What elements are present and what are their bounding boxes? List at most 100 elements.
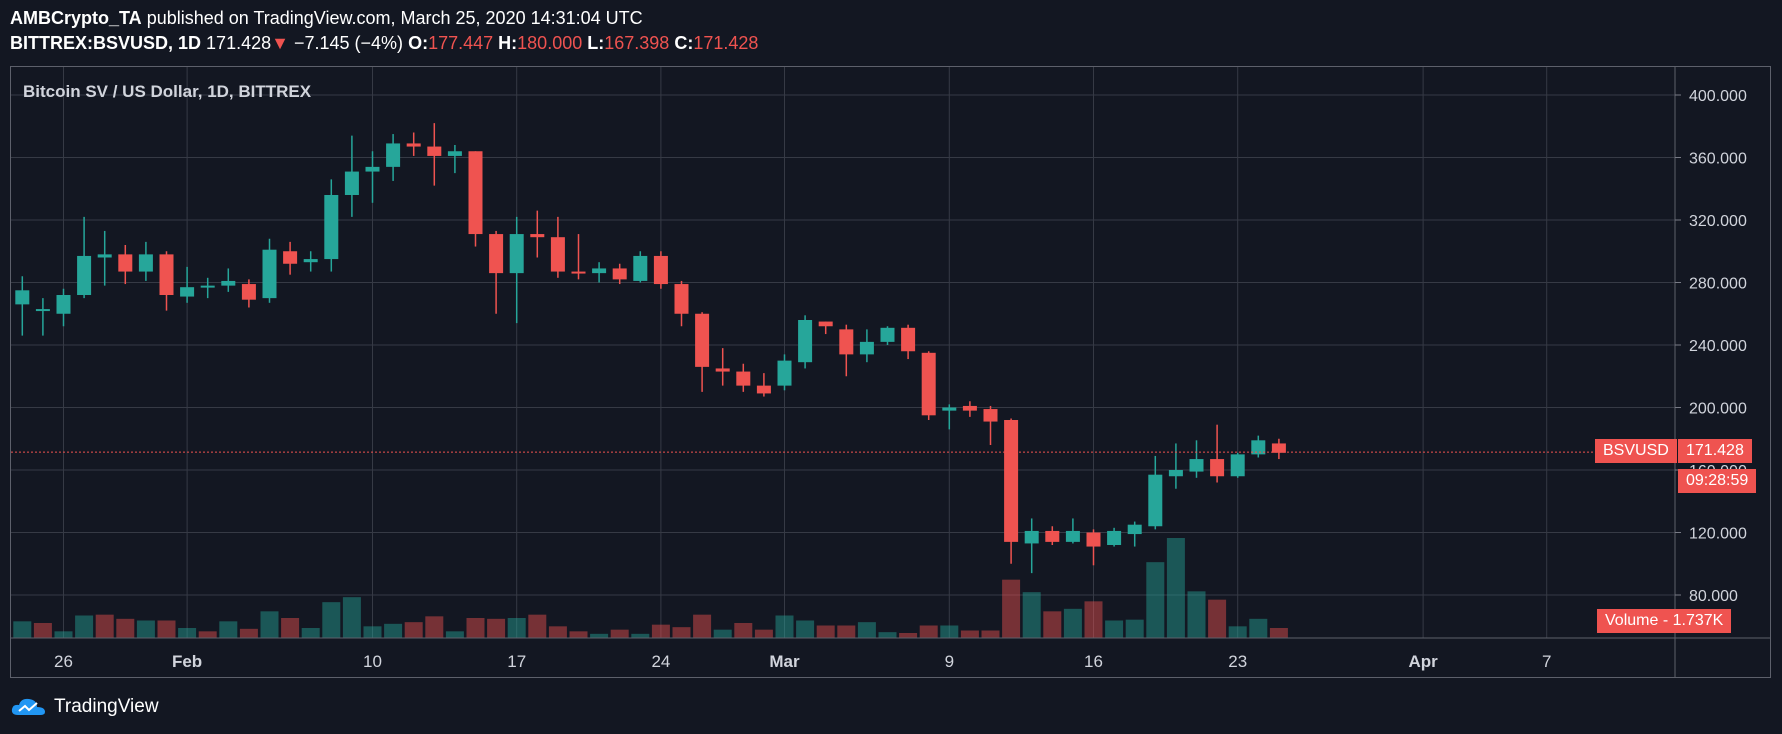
volume-bar [384, 623, 403, 638]
candle-body [653, 255, 668, 285]
author-name[interactable]: AMBCrypto_TA [10, 8, 142, 28]
volume-bar [178, 628, 197, 638]
candle-body [1271, 443, 1286, 453]
open-value: 177.447 [428, 33, 494, 53]
volume-bar [281, 618, 300, 638]
volume-bar [940, 625, 959, 638]
candle-body [427, 146, 442, 156]
candle-body [97, 254, 112, 258]
volume-bar [857, 622, 876, 638]
last-price-tag: 171.428 [1678, 439, 1752, 463]
candle-body [509, 234, 524, 274]
volume-bar [1022, 592, 1041, 638]
y-tick-label: 240.000 [1689, 338, 1747, 355]
candles [15, 123, 1286, 574]
volume-bar [1208, 599, 1227, 638]
price-tag-symbol: BSVUSD [1603, 442, 1669, 459]
candle-body [1251, 440, 1266, 455]
x-tick-label: 7 [1542, 652, 1551, 671]
candle-body [489, 234, 504, 274]
open-label: O: [408, 33, 429, 53]
x-tick-label: Mar [769, 652, 800, 671]
candle-body [715, 368, 730, 372]
candle-body [303, 259, 318, 263]
volume-bar [693, 614, 712, 638]
volume-bar [1249, 618, 1268, 638]
candle-body [1004, 420, 1019, 542]
x-tick-label: 17 [507, 652, 526, 671]
volume-bar [899, 633, 918, 638]
candle-body [818, 321, 833, 327]
volume-bar [425, 616, 444, 638]
volume-bar [610, 629, 629, 638]
volume-bar [75, 615, 94, 638]
published-text: published on TradingView.com, March 25, … [146, 8, 643, 28]
x-tick-label: 10 [363, 652, 382, 671]
candle-body [674, 284, 689, 314]
x-tick-label: Apr [1408, 652, 1438, 671]
candle-body [406, 143, 421, 147]
volume-bar [672, 627, 691, 638]
volume-bar [445, 631, 464, 638]
volume-bar [363, 626, 382, 638]
close-value: 171.428 [693, 33, 759, 53]
volume-bar [1228, 626, 1247, 638]
volume-bar [631, 633, 650, 638]
candle-body [262, 249, 277, 299]
volume-bar [1146, 562, 1165, 638]
candle-body [1086, 532, 1101, 547]
candle-body [1065, 530, 1080, 542]
y-tick-label: 360.000 [1689, 151, 1747, 168]
volume-bar [322, 602, 341, 638]
y-tick-label: 120.000 [1689, 526, 1747, 543]
low-label: L: [587, 33, 605, 53]
candle-body [962, 405, 977, 411]
volume-bar [775, 615, 794, 638]
volume-bar [878, 632, 897, 638]
cloud-logo-icon [11, 698, 45, 715]
footer-brand[interactable]: TradingView [10, 696, 159, 718]
volume-bar [219, 621, 238, 638]
volume-bar [404, 622, 423, 638]
y-tick-label: 320.000 [1689, 213, 1747, 230]
chart-frame[interactable] [10, 66, 1771, 678]
volume-bar [548, 626, 567, 638]
candle-body [241, 284, 256, 300]
y-tick-label: 400.000 [1689, 88, 1747, 105]
volume-bar [919, 625, 938, 638]
time-axis[interactable]: 26 Feb 10 17 24 Mar 9 16 23 Apr 7 [11, 637, 1770, 671]
candle-body [56, 295, 71, 314]
candle-body [592, 268, 607, 274]
price-axis[interactable]: 400.000 360.000 320.000 280.000 240.000 200.0… [1674, 67, 1747, 677]
change-value: −7.145 (−4%) [293, 33, 404, 53]
down-arrow-icon: ▼ [271, 33, 289, 53]
volume-bar [713, 629, 732, 638]
volume-bar [754, 629, 773, 638]
x-tick-label: 9 [945, 652, 954, 671]
volume-bar [116, 618, 135, 638]
volume-bar [487, 618, 506, 638]
close-label: C: [674, 33, 694, 53]
bar-countdown: 09:28:59 [1686, 472, 1749, 489]
candle-body [798, 320, 813, 363]
volume-bar [198, 631, 217, 638]
volume-bar [13, 621, 32, 638]
volume-bar [528, 614, 547, 638]
x-tick-label: 26 [54, 652, 73, 671]
volume-tag-value: 1.737K [1672, 612, 1724, 629]
candle-body [612, 268, 627, 280]
candle-body [571, 271, 586, 274]
candle-body [633, 255, 648, 281]
candle-body [159, 254, 174, 295]
candle-body [550, 237, 565, 272]
volume-bar [1084, 601, 1103, 638]
last-price: 171.428 [206, 33, 272, 53]
volume-bar [301, 628, 320, 638]
candle-body [447, 151, 462, 156]
volume-tag: Volume - 1.737K [1597, 609, 1732, 633]
countdown-tag: 09:28:59 [1678, 469, 1757, 493]
volume-bar [136, 620, 155, 638]
volume-bar [1166, 538, 1185, 638]
candle-body [365, 166, 380, 172]
